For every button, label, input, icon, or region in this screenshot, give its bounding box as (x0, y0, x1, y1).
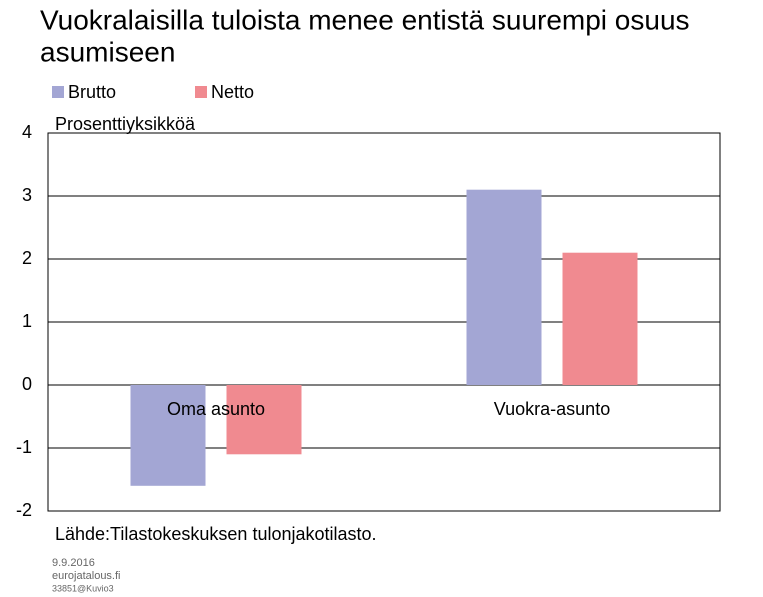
y-axis-label: Prosenttiyksikköä (55, 114, 196, 134)
y-tick-label: 2 (22, 248, 32, 268)
bar (130, 385, 206, 486)
bar (226, 385, 302, 455)
footer-note: 33851@Kuvio3 (52, 583, 114, 593)
y-tick-label: 0 (22, 374, 32, 394)
y-tick-label: 4 (22, 122, 32, 142)
legend-label: Netto (211, 82, 254, 102)
legend-swatch (52, 86, 64, 98)
bar (562, 252, 638, 385)
y-tick-label: -1 (16, 437, 32, 457)
footer-note: eurojatalous.fi (52, 570, 121, 582)
y-tick-label: 1 (22, 311, 32, 331)
x-tick-label: Oma asunto (167, 399, 265, 419)
bar (466, 189, 542, 385)
y-tick-label: 3 (22, 185, 32, 205)
footer-note: 9.9.2016 (52, 557, 95, 569)
legend-swatch (195, 86, 207, 98)
plot-border (47, 132, 721, 512)
source: Lähde:Tilastokeskuksen tulonjakotilasto. (55, 524, 377, 544)
legend-label: Brutto (68, 82, 116, 102)
y-tick-label: -2 (16, 500, 32, 520)
chart-title: Vuokralaisilla tuloista menee entistä su… (40, 4, 690, 35)
chart-title: asumiseen (40, 36, 175, 67)
x-tick-label: Vuokra-asunto (494, 399, 610, 419)
